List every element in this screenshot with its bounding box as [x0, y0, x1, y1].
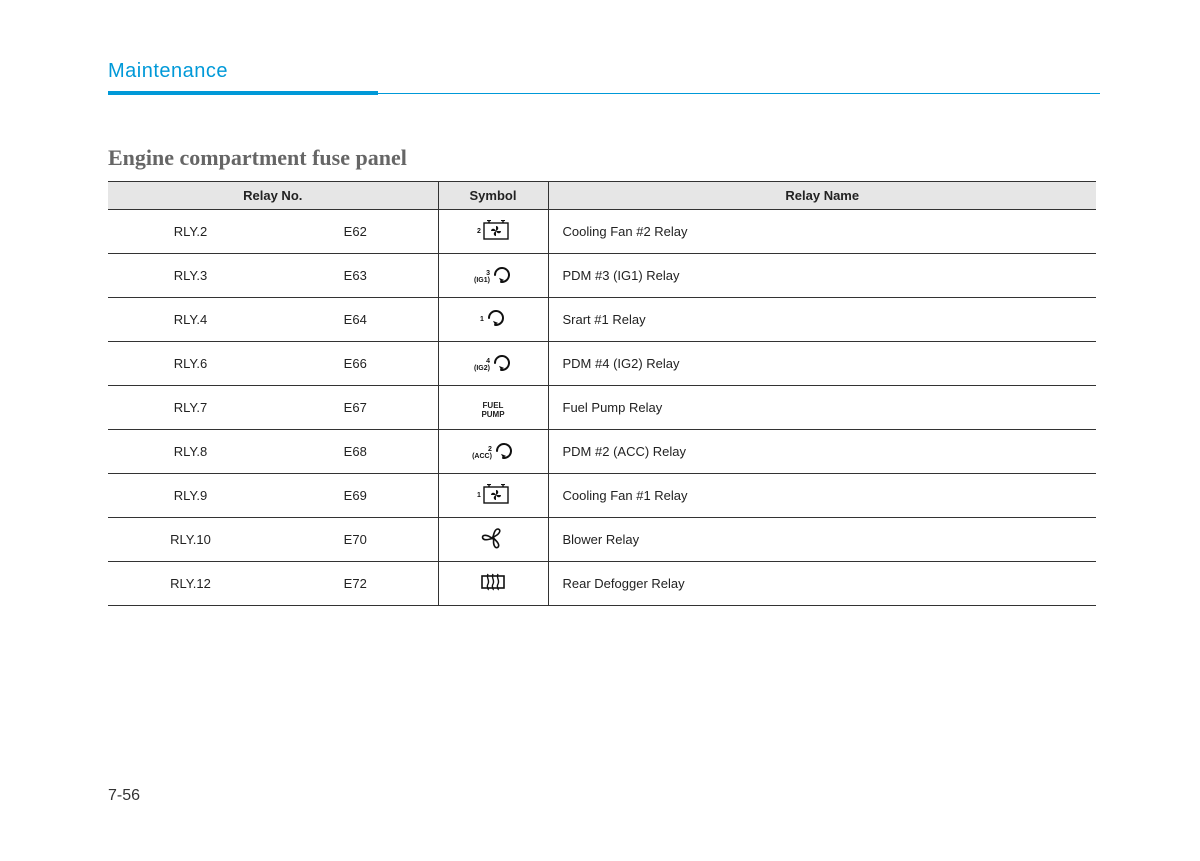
symbol-superscript: 2(ACC) — [472, 446, 492, 460]
fuse-relay-table: Relay No. Symbol Relay Name RLY.2E62 2 Coo… — [108, 181, 1096, 606]
cell-relay-code: E70 — [273, 518, 438, 562]
defogger-icon — [480, 573, 506, 591]
table-row: RLY.4E64 1 Srart #1 Relay — [108, 298, 1096, 342]
header-rule-thin — [108, 93, 1100, 94]
cell-relay-no: RLY.8 — [108, 430, 273, 474]
symbol-glyph — [494, 441, 514, 464]
symbol-glyph — [492, 265, 512, 288]
symbol-glyph — [481, 527, 505, 552]
rotary-arrow-icon — [486, 308, 506, 328]
col-header-symbol: Symbol — [438, 182, 548, 210]
table-row: RLY.10E70 Blower Relay — [108, 518, 1096, 562]
cell-relay-code: E69 — [273, 474, 438, 518]
cell-symbol: 2(ACC) — [438, 430, 548, 474]
cell-symbol — [438, 518, 548, 562]
cell-relay-name: Cooling Fan #2 Relay — [548, 210, 1096, 254]
cell-relay-no: RLY.9 — [108, 474, 273, 518]
cell-relay-name: Blower Relay — [548, 518, 1096, 562]
cell-symbol: 1 — [438, 298, 548, 342]
symbol-superscript: 2 — [477, 228, 481, 235]
section-title: Maintenance — [108, 60, 1100, 83]
table-row: RLY.3E63 3(IG1) PDM #3 (IG1) Relay — [108, 254, 1096, 298]
cell-relay-name: Srart #1 Relay — [548, 298, 1096, 342]
cell-relay-no: RLY.7 — [108, 386, 273, 430]
cell-relay-no: RLY.4 — [108, 298, 273, 342]
cell-symbol: 2 — [438, 210, 548, 254]
cell-symbol: 1 — [438, 474, 548, 518]
cell-relay-name: PDM #4 (IG2) Relay — [548, 342, 1096, 386]
cell-relay-code: E72 — [273, 562, 438, 606]
cell-relay-name: PDM #2 (ACC) Relay — [548, 430, 1096, 474]
symbol-glyph — [483, 220, 509, 243]
symbol-superscript: 3(IG1) — [474, 270, 490, 284]
table-row: RLY.2E62 2 Cooling Fan #2 Relay — [108, 210, 1096, 254]
cell-relay-name: Fuel Pump Relay — [548, 386, 1096, 430]
cell-symbol: 4(IG2) — [438, 342, 548, 386]
rotary-arrow-icon — [492, 265, 512, 285]
symbol-text-icon: FUELPUMP — [481, 402, 504, 419]
page-number: 7-56 — [108, 787, 140, 805]
col-header-relay-no: Relay No. — [108, 182, 438, 210]
cell-relay-no: RLY.10 — [108, 518, 273, 562]
table-row: RLY.12E72 Rear Defogger Relay — [108, 562, 1096, 606]
symbol-superscript: 1 — [480, 316, 484, 323]
cell-relay-no: RLY.12 — [108, 562, 273, 606]
symbol-superscript: 4(IG2) — [474, 358, 490, 372]
header-rule — [108, 91, 1100, 93]
manual-page: Maintenance Engine compartment fuse pane… — [0, 0, 1200, 861]
cell-relay-code: E67 — [273, 386, 438, 430]
rotary-arrow-icon — [494, 441, 514, 461]
cell-symbol: FUELPUMP — [438, 386, 548, 430]
cell-relay-no: RLY.6 — [108, 342, 273, 386]
cell-symbol: 3(IG1) — [438, 254, 548, 298]
cell-relay-code: E66 — [273, 342, 438, 386]
cell-relay-name: Cooling Fan #1 Relay — [548, 474, 1096, 518]
fan-box-icon — [483, 484, 509, 504]
table-row: RLY.7E67 FUELPUMP Fuel Pump Relay — [108, 386, 1096, 430]
table-row: RLY.9E69 1 Cooling Fan #1 Relay — [108, 474, 1096, 518]
cell-relay-name: PDM #3 (IG1) Relay — [548, 254, 1096, 298]
cell-relay-code: E68 — [273, 430, 438, 474]
symbol-superscript: 1 — [477, 492, 481, 499]
page-subtitle: Engine compartment fuse panel — [108, 145, 1100, 171]
blower-fan-icon — [481, 527, 505, 549]
symbol-glyph: FUELPUMP — [481, 402, 504, 419]
cell-relay-no: RLY.3 — [108, 254, 273, 298]
table-row: RLY.8E68 2(ACC) PDM #2 (ACC) Relay — [108, 430, 1096, 474]
cell-relay-code: E63 — [273, 254, 438, 298]
table-header-row: Relay No. Symbol Relay Name — [108, 182, 1096, 210]
cell-symbol — [438, 562, 548, 606]
symbol-glyph — [483, 484, 509, 507]
cell-relay-code: E64 — [273, 298, 438, 342]
table-row: RLY.6E66 4(IG2) PDM #4 (IG2) Relay — [108, 342, 1096, 386]
rotary-arrow-icon — [492, 353, 512, 373]
fan-box-icon — [483, 220, 509, 240]
cell-relay-no: RLY.2 — [108, 210, 273, 254]
symbol-glyph — [486, 308, 506, 331]
symbol-glyph — [492, 353, 512, 376]
col-header-relay-name: Relay Name — [548, 182, 1096, 210]
cell-relay-code: E62 — [273, 210, 438, 254]
cell-relay-name: Rear Defogger Relay — [548, 562, 1096, 606]
symbol-glyph — [480, 573, 506, 594]
